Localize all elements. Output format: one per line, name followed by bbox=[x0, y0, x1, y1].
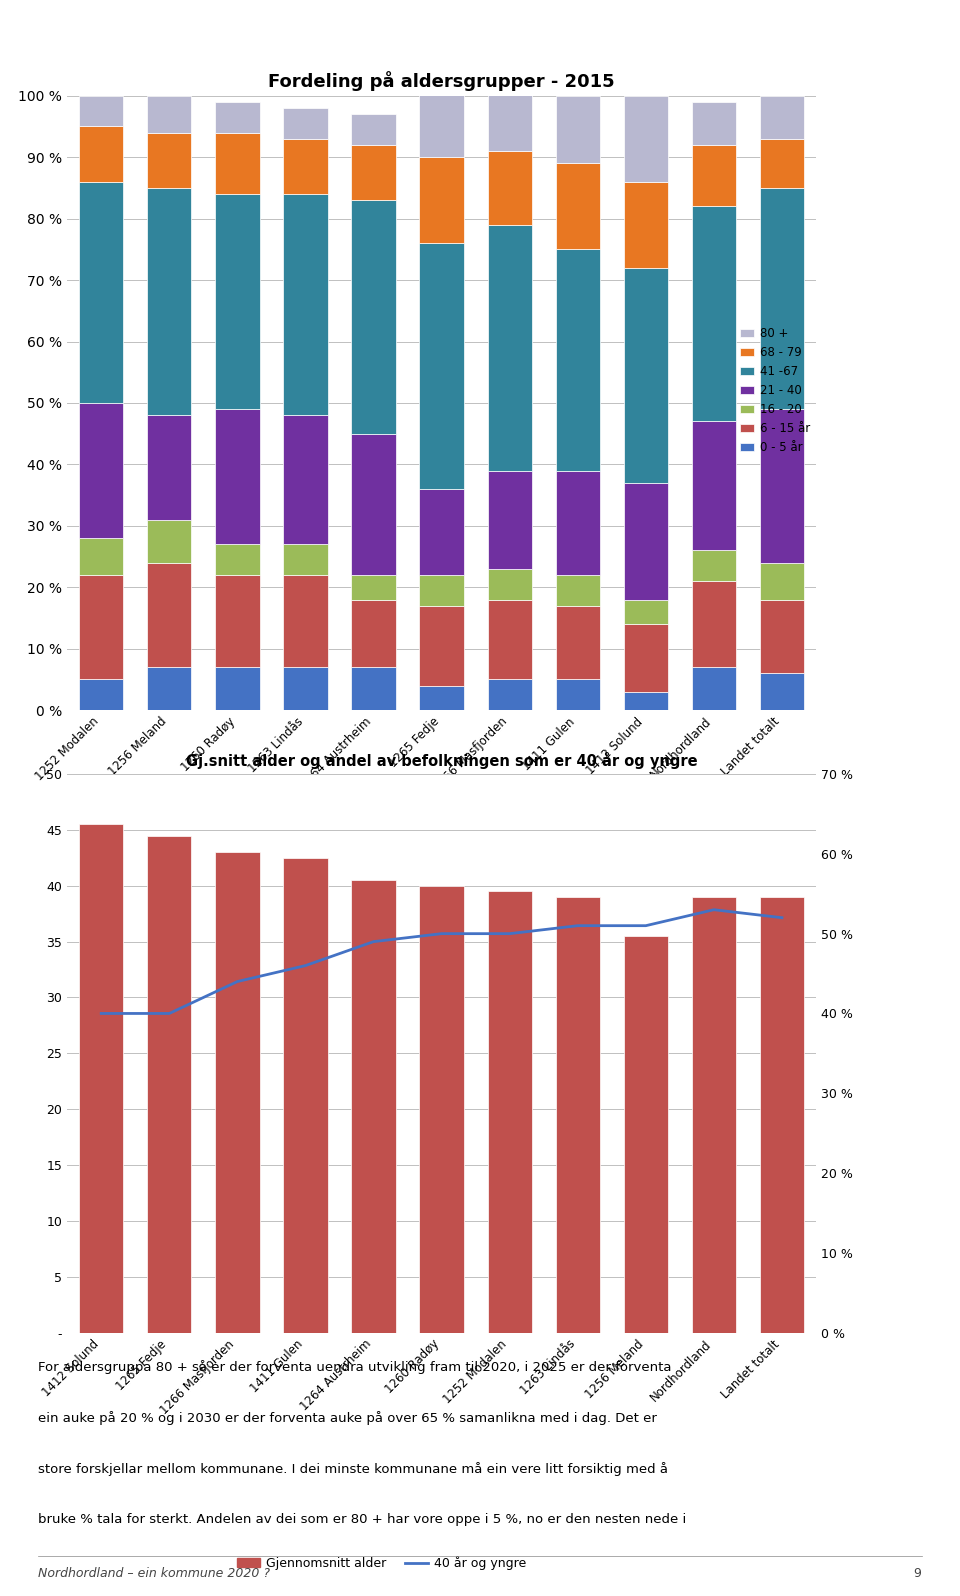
Bar bbox=[488, 600, 532, 680]
Text: For aldersgruppa 80 + så er der forventa uendra utvikling fram til 2020, i 2025 : For aldersgruppa 80 + så er der forventa… bbox=[38, 1360, 672, 1374]
Bar bbox=[488, 89, 532, 152]
Bar bbox=[351, 434, 396, 575]
Bar bbox=[215, 544, 259, 575]
Bar bbox=[351, 200, 396, 434]
Bar bbox=[488, 471, 532, 568]
Bar bbox=[556, 249, 600, 471]
Bar bbox=[351, 115, 396, 145]
Bar bbox=[556, 606, 600, 680]
Bar bbox=[420, 89, 464, 158]
Bar bbox=[351, 575, 396, 600]
Bar bbox=[283, 859, 327, 1333]
Bar bbox=[488, 152, 532, 225]
Bar bbox=[692, 145, 736, 206]
Bar bbox=[624, 600, 668, 624]
Bar bbox=[79, 404, 123, 538]
Bar bbox=[556, 471, 600, 575]
Bar bbox=[556, 163, 600, 249]
Bar bbox=[79, 824, 123, 1333]
Bar bbox=[624, 268, 668, 484]
Bar bbox=[283, 544, 327, 575]
Bar bbox=[760, 188, 804, 409]
Title: Fordeling på aldersgrupper - 2015: Fordeling på aldersgrupper - 2015 bbox=[268, 72, 615, 91]
Text: ein auke på 20 % og i 2030 er der forventa auke på over 65 % samanlikna med i da: ein auke på 20 % og i 2030 er der forven… bbox=[38, 1411, 658, 1425]
Bar bbox=[420, 575, 464, 606]
Bar bbox=[283, 109, 327, 139]
Bar bbox=[760, 409, 804, 563]
Bar bbox=[488, 568, 532, 600]
Bar bbox=[760, 674, 804, 710]
Bar bbox=[79, 538, 123, 575]
Bar bbox=[488, 680, 532, 710]
Legend: 80 +, 68 - 79, 41 -67, 21 - 40, 16 - 20, 6 - 15 år, 0 - 5 år: 80 +, 68 - 79, 41 -67, 21 - 40, 16 - 20,… bbox=[740, 327, 810, 453]
Bar bbox=[215, 852, 259, 1333]
Bar bbox=[692, 102, 736, 145]
Bar bbox=[215, 575, 259, 667]
Bar bbox=[556, 680, 600, 710]
Text: Nordhordland – ein kommune 2020 ?: Nordhordland – ein kommune 2020 ? bbox=[38, 1567, 271, 1580]
Bar bbox=[488, 225, 532, 471]
Bar bbox=[147, 520, 191, 563]
Bar bbox=[283, 575, 327, 667]
Bar bbox=[420, 158, 464, 243]
Bar bbox=[215, 667, 259, 710]
Text: store forskjellar mellom kommunane. I dei minste kommunane må ein vere litt fors: store forskjellar mellom kommunane. I de… bbox=[38, 1462, 668, 1476]
Bar bbox=[420, 606, 464, 686]
Bar bbox=[147, 132, 191, 188]
Bar bbox=[147, 96, 191, 132]
Bar bbox=[760, 139, 804, 188]
Bar bbox=[147, 835, 191, 1333]
Legend: Gjennomsnitt alder, 40 år og yngre: Gjennomsnitt alder, 40 år og yngre bbox=[232, 1551, 531, 1575]
Bar bbox=[624, 691, 668, 710]
Bar bbox=[283, 139, 327, 195]
Bar bbox=[624, 624, 668, 691]
Bar bbox=[760, 563, 804, 600]
Bar bbox=[692, 206, 736, 421]
Bar bbox=[147, 188, 191, 415]
Bar bbox=[215, 195, 259, 409]
Bar bbox=[624, 182, 668, 268]
Bar bbox=[351, 145, 396, 200]
Bar bbox=[556, 575, 600, 606]
Bar bbox=[351, 600, 396, 667]
Bar bbox=[215, 132, 259, 195]
Bar bbox=[692, 667, 736, 710]
Bar bbox=[692, 581, 736, 667]
Title: Gj.snitt alder og andel av befolkningen som er 40 år og yngre: Gj.snitt alder og andel av befolkningen … bbox=[186, 752, 697, 769]
Bar bbox=[283, 415, 327, 544]
Bar bbox=[760, 96, 804, 139]
Bar bbox=[556, 897, 600, 1333]
Bar bbox=[692, 551, 736, 581]
Bar bbox=[79, 182, 123, 404]
Bar bbox=[283, 667, 327, 710]
Bar bbox=[79, 96, 123, 126]
Bar bbox=[692, 421, 736, 551]
Bar bbox=[420, 488, 464, 575]
Bar bbox=[420, 243, 464, 488]
Bar bbox=[147, 563, 191, 667]
Bar bbox=[79, 126, 123, 182]
Bar bbox=[760, 897, 804, 1333]
Text: 9: 9 bbox=[914, 1567, 922, 1580]
Bar bbox=[283, 195, 327, 415]
Bar bbox=[420, 686, 464, 710]
Bar bbox=[488, 891, 532, 1333]
Bar bbox=[624, 484, 668, 600]
Bar bbox=[351, 667, 396, 710]
Bar bbox=[79, 575, 123, 680]
Bar bbox=[215, 102, 259, 132]
Bar bbox=[351, 881, 396, 1333]
Bar bbox=[420, 886, 464, 1333]
Bar bbox=[692, 897, 736, 1333]
Bar bbox=[215, 409, 259, 544]
Bar bbox=[147, 667, 191, 710]
Bar bbox=[624, 96, 668, 182]
Bar bbox=[79, 680, 123, 710]
Bar bbox=[147, 415, 191, 520]
Text: bruke % tala for sterkt. Andelen av dei som er 80 + har vore oppe i 5 %, no er d: bruke % tala for sterkt. Andelen av dei … bbox=[38, 1513, 686, 1526]
Bar bbox=[624, 935, 668, 1333]
Bar bbox=[556, 96, 600, 163]
Bar bbox=[760, 600, 804, 674]
